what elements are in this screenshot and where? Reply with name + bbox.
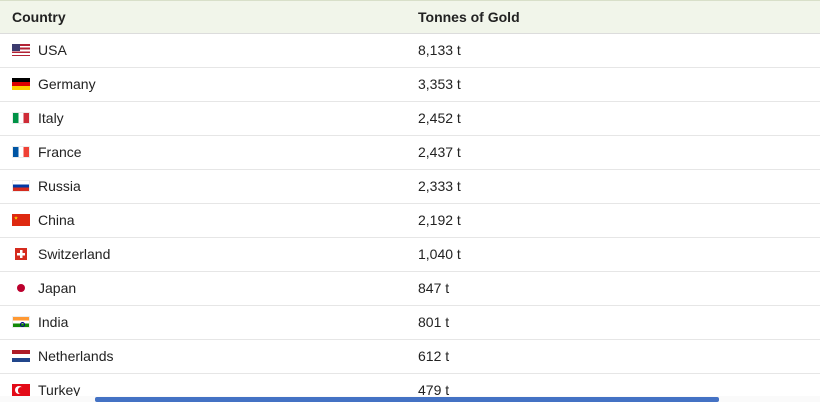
horizontal-scrollbar-thumb[interactable] [95, 397, 719, 402]
usa-flag-icon [12, 44, 30, 56]
country-name: Italy [38, 110, 64, 126]
country-name: Netherlands [38, 348, 114, 364]
country-name: Japan [38, 280, 77, 296]
tonnes-value: 2,437 t [406, 135, 820, 170]
tonnes-value: 8,133 t [406, 33, 820, 68]
japan-flag-icon [12, 282, 30, 294]
netherlands-flag-icon [12, 350, 30, 362]
country-name: Switzerland [38, 246, 111, 262]
table-row: Japan 847 t [0, 271, 820, 306]
italy-flag-icon [12, 112, 30, 124]
turkey-flag-icon [12, 384, 30, 396]
country-cell: Italy [12, 102, 406, 135]
country-name: France [38, 144, 82, 160]
france-flag-icon [12, 146, 30, 158]
country-name: Turkey [38, 382, 81, 398]
country-name: Russia [38, 178, 81, 194]
country-cell: Netherlands [12, 340, 406, 373]
germany-flag-icon [12, 78, 30, 90]
switzerland-flag-icon [15, 248, 27, 260]
tonnes-value: 1,040 t [406, 237, 820, 272]
table-row: Netherlands 612 t [0, 339, 820, 374]
country-cell: Turkey [12, 374, 406, 402]
tonnes-value: 801 t [406, 305, 820, 340]
column-header-country: Country [0, 1, 406, 34]
country-name: Germany [38, 76, 96, 92]
tonnes-value: 847 t [406, 271, 820, 306]
table-row: France 2,437 t [0, 135, 820, 170]
country-cell: Japan [12, 272, 406, 305]
tonnes-value: 2,452 t [406, 101, 820, 136]
country-cell: France [12, 136, 406, 169]
table-row: USA 8,133 t [0, 33, 820, 68]
tonnes-value: 2,192 t [406, 203, 820, 238]
tonnes-value: 2,333 t [406, 169, 820, 204]
table-row: China 2,192 t [0, 203, 820, 238]
table-row: Switzerland 1,040 t [0, 237, 820, 272]
column-header-tonnes: Tonnes of Gold [406, 1, 820, 34]
country-cell: Russia [12, 170, 406, 203]
country-name: India [38, 314, 69, 330]
tonnes-value: 3,353 t [406, 67, 820, 102]
country-cell: Germany [12, 68, 406, 101]
india-flag-icon [12, 316, 30, 328]
china-flag-icon [12, 214, 30, 226]
country-cell: India [12, 306, 406, 339]
russia-flag-icon [12, 180, 30, 192]
country-name: USA [38, 42, 67, 58]
table-row: Russia 2,333 t [0, 169, 820, 204]
country-name: China [38, 212, 75, 228]
country-cell: Switzerland [12, 238, 406, 271]
country-cell: China [12, 204, 406, 237]
table-row: Germany 3,353 t [0, 67, 820, 102]
header-row: Country Tonnes of Gold [0, 1, 820, 34]
country-cell: USA [12, 34, 406, 67]
table-row: India 801 t [0, 305, 820, 340]
horizontal-scrollbar-track[interactable] [0, 396, 820, 402]
table-row: Italy 2,452 t [0, 101, 820, 136]
tonnes-value: 612 t [406, 339, 820, 374]
